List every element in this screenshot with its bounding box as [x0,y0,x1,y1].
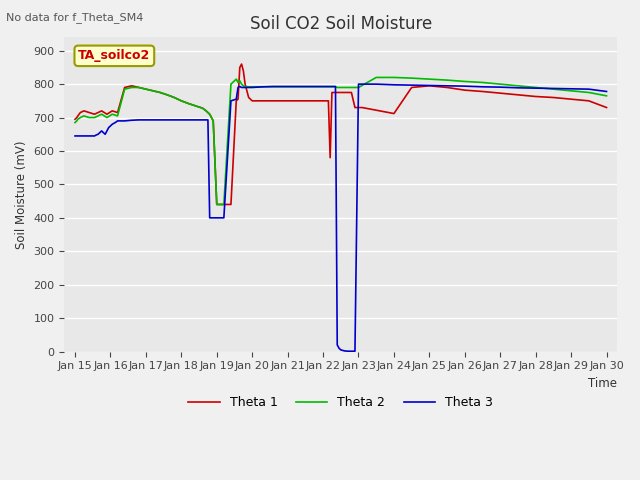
Theta 3 [603,89,611,95]
Theta 1 [269,98,277,104]
Theta 3 [107,123,115,129]
Text: No data for f_Theta_SM4: No data for f_Theta_SM4 [6,12,144,23]
Theta 2 [408,75,415,81]
Theta 1 [71,116,79,122]
Theta 2 [344,84,352,90]
Theta 3 [269,84,277,89]
X-axis label: Time: Time [588,377,617,390]
Theta 2 [71,120,79,125]
Text: TA_soilco2: TA_soilco2 [78,49,150,62]
Theta 3 [110,120,118,126]
Theta 1 [237,61,245,67]
Theta 3 [585,86,593,92]
Theta 1 [603,105,611,110]
Theta 1 [383,109,390,115]
Theta 2 [603,93,611,99]
Theta 1 [199,105,207,111]
Theta 1 [376,108,383,114]
Theta 3 [344,348,352,354]
Theta 1 [213,202,221,207]
Theta 2 [372,74,380,80]
Theta 3 [390,82,398,88]
Theta 3 [89,133,97,139]
Theta 1 [177,98,185,104]
Theta 2 [351,84,359,90]
Theta 2 [355,84,362,90]
Line: Theta 2: Theta 2 [75,77,607,204]
Theta 3 [355,81,362,87]
Legend: Theta 1, Theta 2, Theta 3: Theta 1, Theta 2, Theta 3 [183,391,498,414]
Title: Soil CO2 Soil Moisture: Soil CO2 Soil Moisture [250,15,432,33]
Y-axis label: Soil Moisture (mV): Soil Moisture (mV) [15,140,28,249]
Line: Theta 3: Theta 3 [75,84,607,351]
Line: Theta 1: Theta 1 [75,64,607,204]
Theta 2 [497,81,504,87]
Theta 2 [213,202,221,207]
Theta 3 [71,133,79,139]
Theta 2 [91,115,99,120]
Theta 1 [202,108,210,114]
